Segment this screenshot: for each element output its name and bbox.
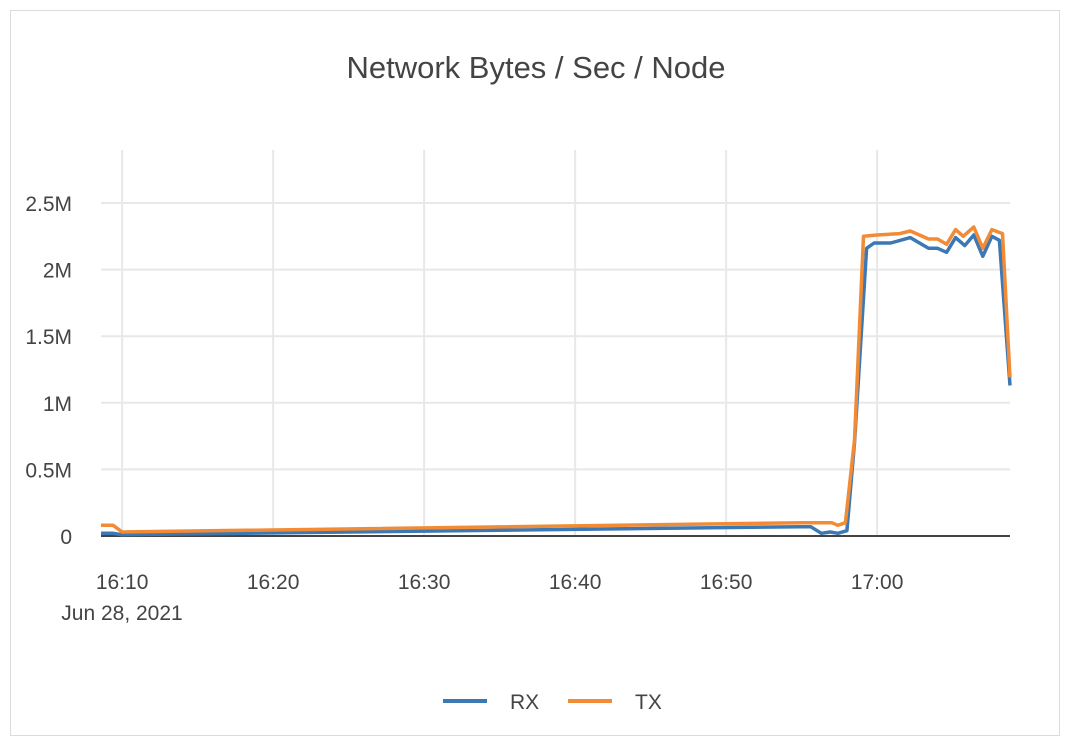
- x-tick-label: 16:40: [549, 571, 602, 594]
- series-line-tx: [101, 225, 1012, 534]
- chart-title: Network Bytes / Sec / Node: [346, 50, 726, 85]
- y-tick-label: 1M: [43, 393, 72, 416]
- x-tick-label: 17:00: [851, 571, 904, 594]
- y-tick-label: 2.5M: [25, 193, 72, 216]
- chart-card: [10, 10, 1060, 736]
- y-tick-label: 0: [60, 526, 72, 549]
- x-date-label: Jun 28, 2021: [61, 602, 182, 625]
- x-tick-label: 16:30: [398, 571, 451, 594]
- y-tick-label: 0.5M: [25, 459, 72, 482]
- legend-label-rx: RX: [510, 691, 539, 714]
- series-line-rx: [101, 233, 1012, 537]
- y-tick-label: 2M: [43, 260, 72, 283]
- x-tick-label: 16:50: [700, 571, 753, 594]
- legend-label-tx: TX: [635, 691, 662, 714]
- x-tick-label: 16:20: [247, 571, 300, 594]
- y-tick-label: 1.5M: [25, 326, 72, 349]
- x-tick-label: 16:10: [96, 571, 149, 594]
